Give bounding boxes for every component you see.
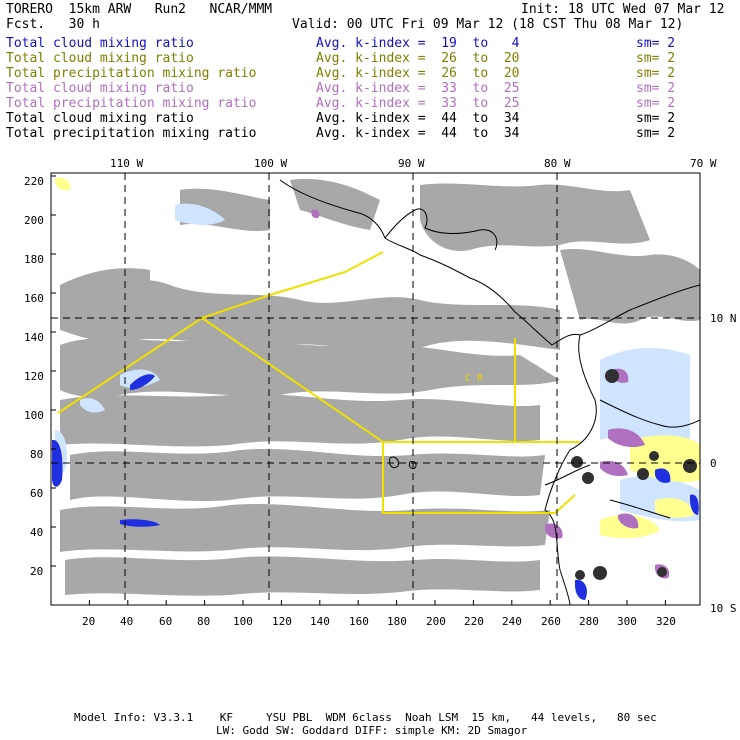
x-index-label: 20 xyxy=(82,615,96,628)
x-index-label: 320 xyxy=(656,615,676,628)
legend-k-index: Avg. k-index = 33 to 25 xyxy=(316,96,520,111)
x-index-label: 160 xyxy=(349,615,369,628)
lon-label: 80 W xyxy=(544,157,571,170)
legend-smoothing: sm= 2 xyxy=(636,36,676,51)
legend-field-name: Total cloud mixing ratio xyxy=(6,81,194,96)
legend-k-index: Avg. k-index = 44 to 34 xyxy=(316,126,520,141)
legend-smoothing: sm= 2 xyxy=(636,96,676,111)
legend-field-name: Total cloud mixing ratio xyxy=(6,51,194,66)
cloud-dark xyxy=(571,369,697,580)
y-index-label: 140 xyxy=(24,331,44,344)
legend-row: Total cloud mixing ratio Avg. k-index = … xyxy=(6,81,675,156)
x-index-label: 60 xyxy=(159,615,173,628)
x-index-label: 180 xyxy=(387,615,407,628)
x-index-label: 40 xyxy=(120,615,134,628)
legend-k-index: Avg. k-index = 26 to 20 xyxy=(316,51,520,66)
legend-field-name: Total precipitation mixing ratio xyxy=(6,66,257,81)
x-index-label: 100 xyxy=(233,615,253,628)
y-index-label: 220 xyxy=(24,175,44,188)
forecast-hour: Fcst. 30 h xyxy=(6,17,100,32)
domain-boundaries xyxy=(57,251,580,514)
x-index-label: 140 xyxy=(310,615,330,628)
valid-time: Valid: 00 UTC Fri 09 Mar 12 (18 CST Thu … xyxy=(292,17,684,32)
legend-k-index: Avg. k-index = 19 to 4 xyxy=(316,36,520,51)
model-title: TORERO 15km ARW Run2 NCAR/MMM xyxy=(6,2,273,17)
x-index-label: 260 xyxy=(541,615,561,628)
legend-row: Total cloud mixing ratio Avg. k-index = … xyxy=(6,111,675,186)
y-index-label: 20 xyxy=(30,565,44,578)
legend-smoothing: sm= 2 xyxy=(636,111,676,126)
x-index-label: 300 xyxy=(617,615,637,628)
legend-smoothing: sm= 2 xyxy=(636,51,676,66)
legend-k-index: Avg. k-index = 44 to 34 xyxy=(316,111,520,126)
legend-row: Total precipitation mixing ratio Avg. k-… xyxy=(6,96,675,171)
physics-info: LW: Godd SW: Goddard DIFF: simple KM: 2D… xyxy=(216,724,528,737)
coastlines xyxy=(279,179,700,605)
lon-label: 90 W xyxy=(398,157,425,170)
legend-field-name: Total precipitation mixing ratio xyxy=(6,96,257,111)
legend-row: Total precipitation mixing ratio Avg. k-… xyxy=(6,126,675,201)
y-index-label: 80 xyxy=(30,448,44,461)
cloud-mixing-ratio-gray xyxy=(60,179,700,596)
y-index-label: 120 xyxy=(24,370,44,383)
y-index-label: 40 xyxy=(30,526,44,539)
y-index-label: 100 xyxy=(24,409,44,422)
x-index-label: 280 xyxy=(579,615,599,628)
lon-label: 70 W xyxy=(690,157,717,170)
y-index-label: 160 xyxy=(24,292,44,305)
lon-label: 110 W xyxy=(110,157,144,170)
init-time: Init: 18 UTC Wed 07 Mar 12 xyxy=(521,2,725,17)
y-index-label: 180 xyxy=(24,253,44,266)
lat-label: 10 N xyxy=(710,312,737,325)
y-index-label: 200 xyxy=(24,214,44,227)
x-index-label: 240 xyxy=(502,615,522,628)
x-index-label: 220 xyxy=(464,615,484,628)
model-info: Model Info: V3.3.1 KF YSU PBL WDM 6class… xyxy=(74,711,657,724)
plot-frame xyxy=(50,172,701,606)
legend-field-name: Total precipitation mixing ratio xyxy=(6,126,257,141)
frame-ticks xyxy=(50,175,666,606)
legend-field-name: Total cloud mixing ratio xyxy=(6,111,194,126)
x-index-label: 200 xyxy=(426,615,446,628)
legend-field-name: Total cloud mixing ratio xyxy=(6,36,194,51)
legend-smoothing: sm= 2 xyxy=(636,66,676,81)
lon-label: 100 W xyxy=(254,157,288,170)
legend-smoothing: sm= 2 xyxy=(636,81,676,96)
legend-row: Total precipitation mixing ratio Avg. k-… xyxy=(6,66,675,141)
legend-k-index: Avg. k-index = 33 to 25 xyxy=(316,81,520,96)
cloud-field xyxy=(51,173,700,605)
legend-k-index: Avg. k-index = 26 to 20 xyxy=(316,66,520,81)
legend-row: Total cloud mixing ratio Avg. k-index = … xyxy=(6,36,675,111)
x-index-label: 80 xyxy=(197,615,211,628)
lat-label: 10 S xyxy=(710,602,737,615)
lat-label: 0 xyxy=(710,457,717,470)
legend-row: Total cloud mixing ratio Avg. k-index = … xyxy=(6,51,675,126)
graticule xyxy=(51,173,700,605)
legend-smoothing: sm= 2 xyxy=(636,126,676,141)
x-index-label: 120 xyxy=(272,615,292,628)
country-label: C R xyxy=(465,373,484,384)
y-index-label: 60 xyxy=(30,487,44,500)
